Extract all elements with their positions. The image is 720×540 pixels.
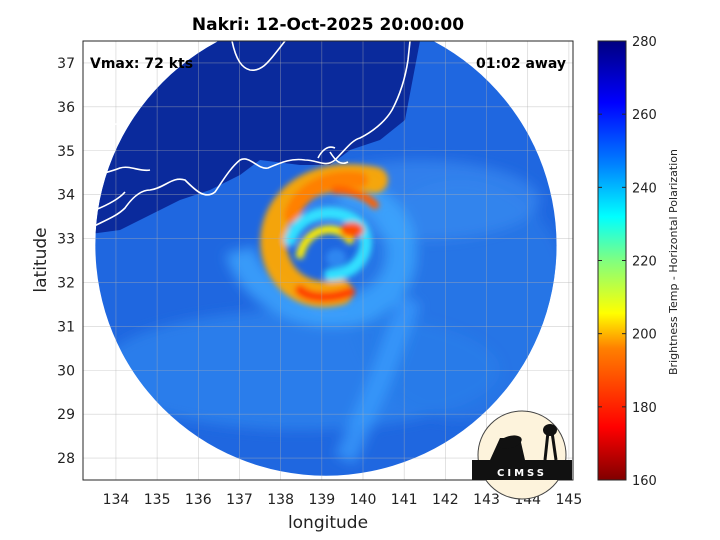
colorbar-ticks: 160 180 200 220 240 260 280: [598, 35, 657, 489]
y-axis-label: latitude: [31, 227, 51, 292]
logo-text: CIMSS: [497, 468, 547, 479]
grid-lines-vertical: [115, 41, 570, 480]
y-tick-label: 33: [57, 232, 75, 248]
y-tick-label: 37: [57, 56, 75, 72]
y-tick-label: 36: [57, 100, 75, 116]
chart-title: Nakri: 12-Oct-2025 20:00:00: [192, 15, 464, 35]
y-tick-label: 29: [57, 407, 75, 423]
x-tick-label: 137: [226, 492, 253, 508]
coastline: [83, 41, 411, 233]
axes-frame: [82, 40, 574, 481]
x-axis-label: longitude: [288, 513, 368, 533]
y-tick-label: 35: [57, 144, 75, 160]
colorbar: [597, 40, 627, 481]
colorbar-tick-label: 260: [632, 108, 657, 123]
colorbar-tick-label: 160: [632, 474, 657, 489]
x-tick-label: 134: [103, 492, 130, 508]
x-tick-label: 135: [144, 492, 171, 508]
x-tick-label: 141: [391, 492, 418, 508]
x-tick-label: 136: [185, 492, 212, 508]
y-tick-label: 30: [57, 363, 75, 379]
x-tick-label: 142: [432, 492, 459, 508]
colorbar-tick-label: 200: [632, 328, 657, 343]
x-tick-label: 138: [267, 492, 294, 508]
colorbar-label: Brightness Temp - Horizontal Polarizatio…: [667, 149, 680, 375]
x-tick-label: 139: [308, 492, 335, 508]
y-tick-label: 28: [57, 451, 75, 467]
y-axis-ticks: 28 29 30 31 32 33 34 35 36 37: [57, 56, 75, 467]
microwave-swath: [95, 41, 557, 476]
y-tick-label: 31: [57, 319, 75, 335]
time-away-label: 01:02 away: [476, 56, 566, 72]
x-tick-label: 143: [473, 492, 500, 508]
colorbar-tick-label: 240: [632, 181, 657, 196]
cimss-logo: CIMSS: [472, 410, 572, 500]
colorbar-tick-label: 280: [632, 35, 657, 50]
colorbar-tick-label: 180: [632, 401, 657, 416]
y-tick-label: 34: [57, 188, 75, 204]
convection-core: [260, 164, 388, 308]
land-mass: [95, 41, 420, 235]
vmax-label: Vmax: 72 kts: [90, 56, 193, 72]
colorbar-tick-label: 220: [632, 255, 657, 270]
x-tick-label: 140: [350, 492, 377, 508]
y-tick-label: 32: [57, 275, 75, 291]
x-tick-label: 145: [556, 492, 583, 508]
